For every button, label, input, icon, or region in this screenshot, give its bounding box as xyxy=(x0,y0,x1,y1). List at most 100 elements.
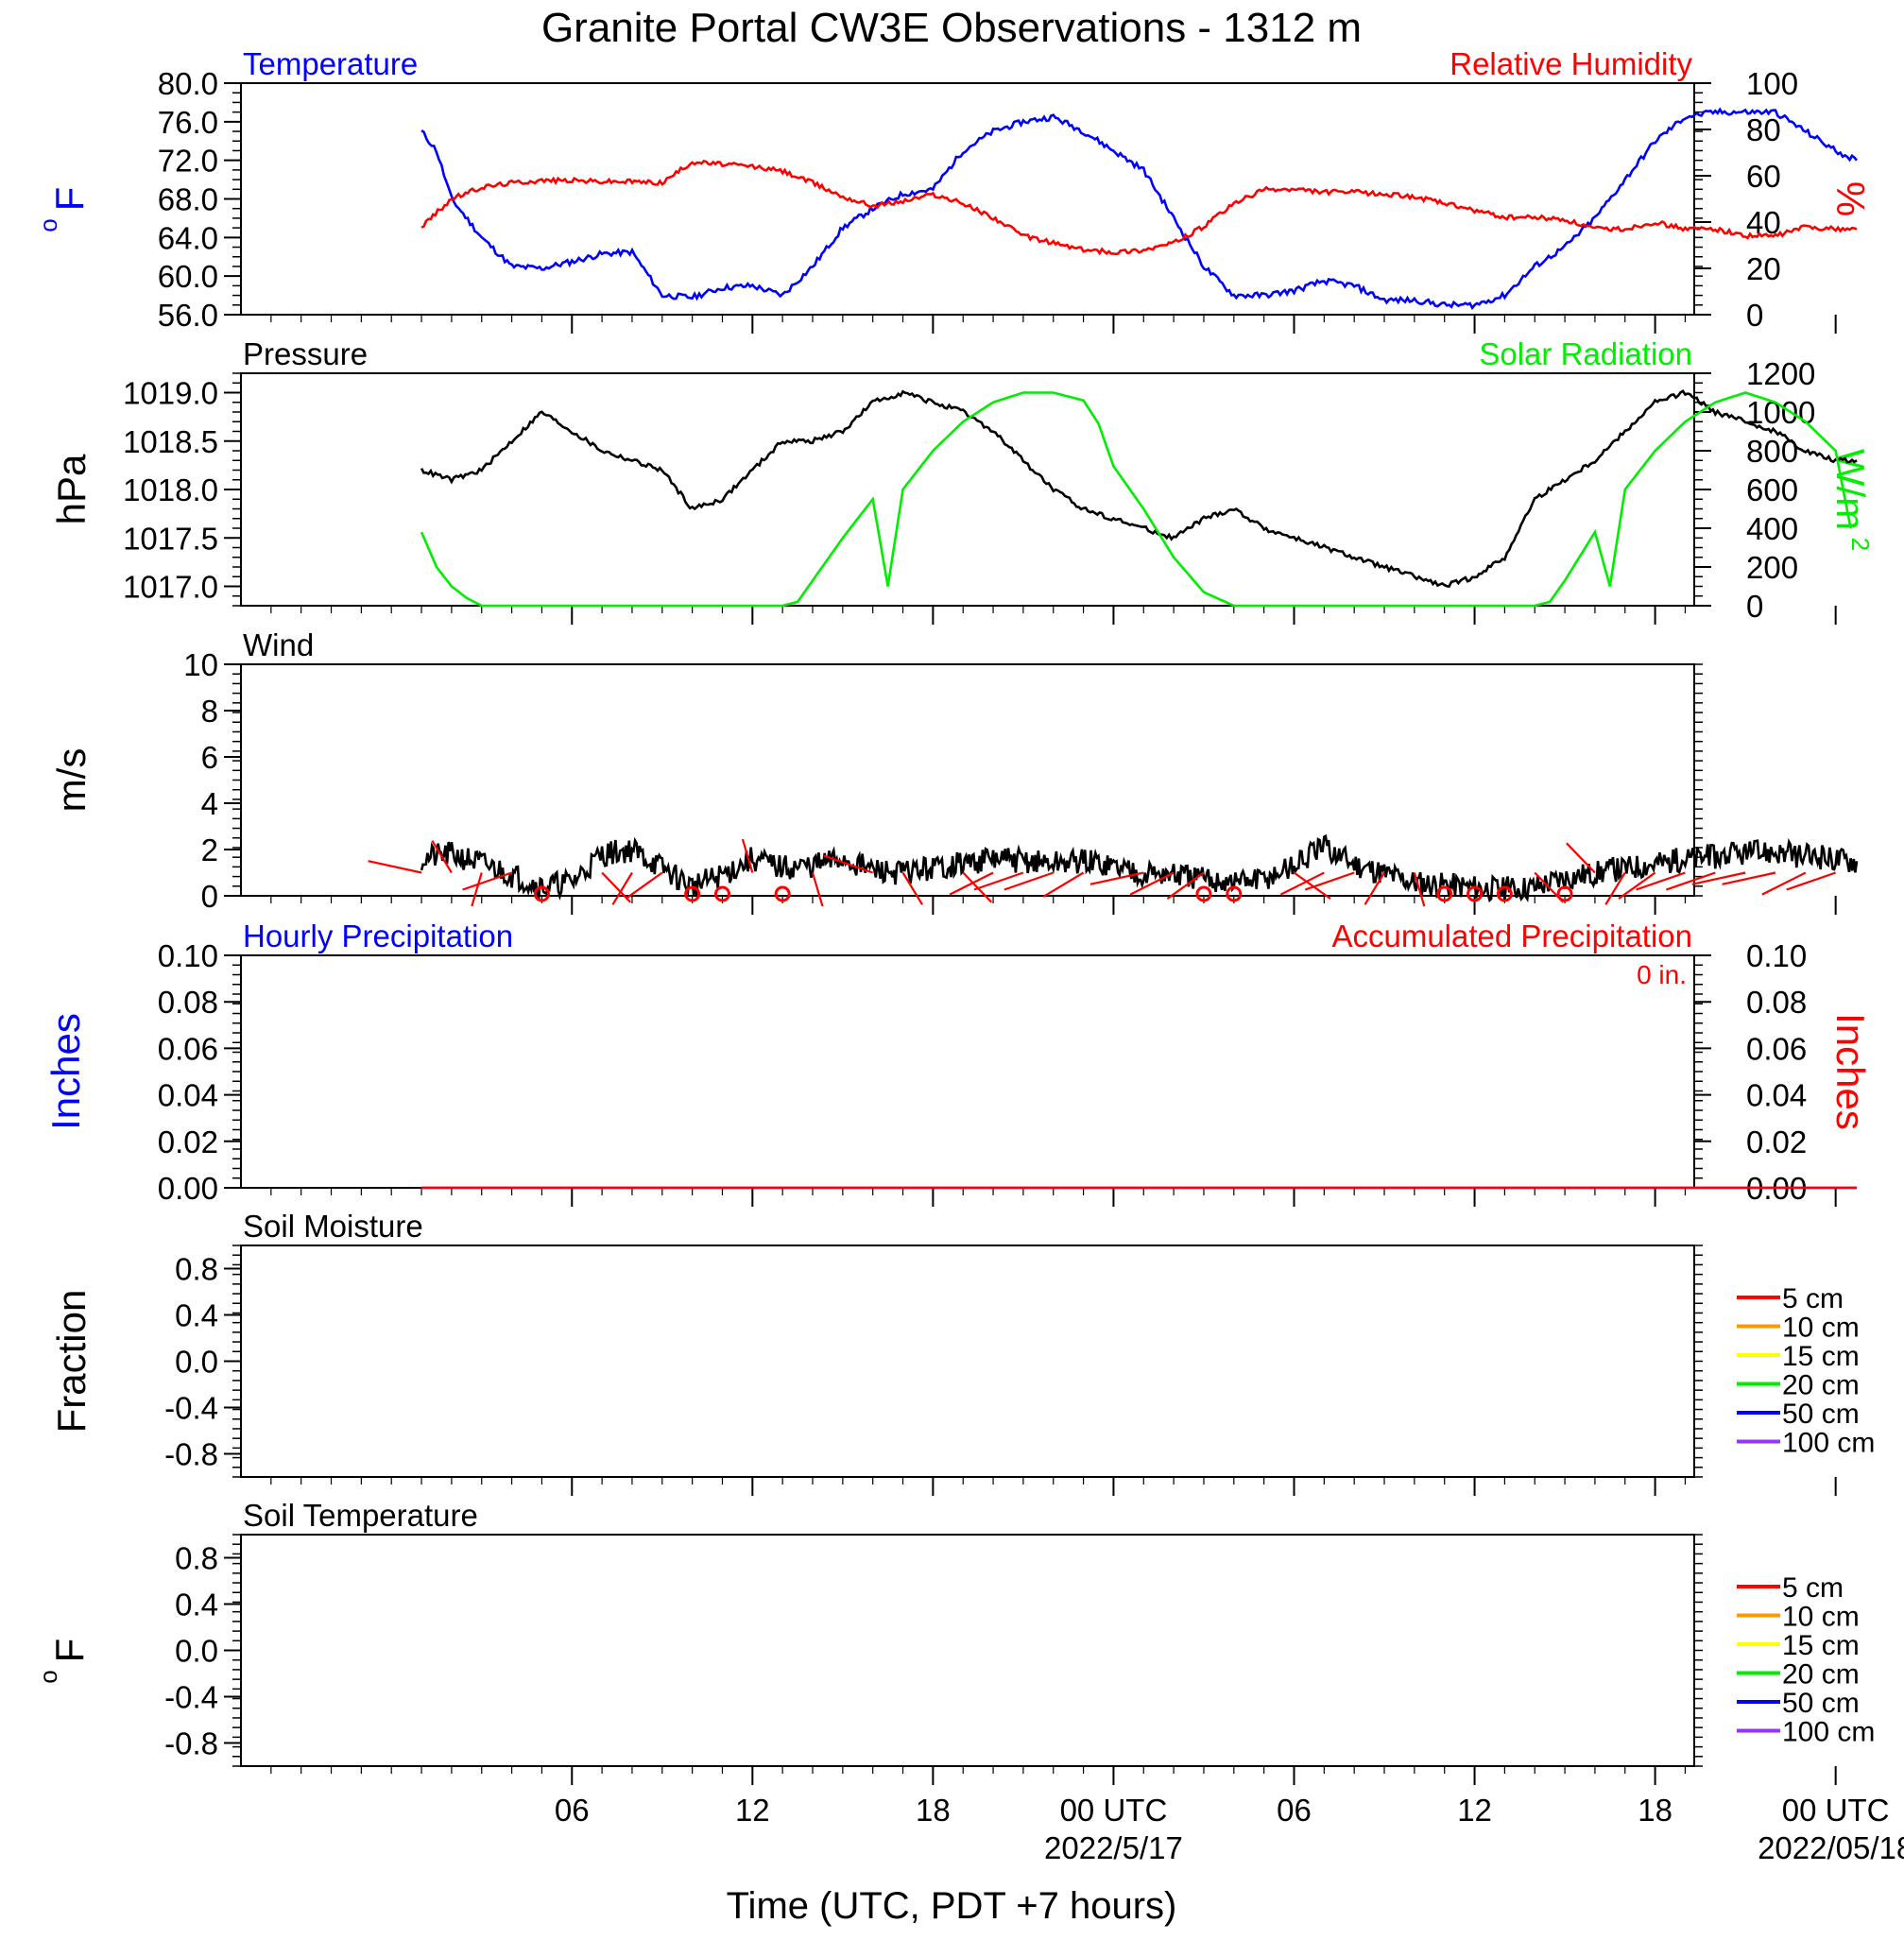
left-tick-label: 4 xyxy=(201,786,218,821)
wind-direction-barb xyxy=(1636,871,1686,891)
panel-pressure_solar: 1017.0 1017.5 1018.0 1018.5 1019.0 0 200 400 600… xyxy=(49,336,1875,625)
wind-direction-barb xyxy=(601,871,631,903)
calm-wind-marker xyxy=(1467,885,1484,902)
series-line-solar-radiation xyxy=(420,391,1852,608)
wind-direction-barb xyxy=(1413,872,1426,907)
wind-direction-barb xyxy=(962,871,993,903)
wind-direction-barb xyxy=(1691,871,1746,885)
left-tick-label: 2 xyxy=(201,833,218,867)
right-tick-label: 1000 xyxy=(1746,395,1815,430)
series-line-wind xyxy=(420,833,1859,903)
left-tick-label: 1018.5 xyxy=(123,424,218,459)
right-tick-label: 0.02 xyxy=(1746,1125,1807,1159)
wind-direction-barb xyxy=(949,871,994,896)
panel-title-left: Pressure xyxy=(243,336,368,371)
left-tick-label: 0.08 xyxy=(158,985,218,1020)
wind-direction-barb xyxy=(471,872,483,907)
right-axis-label: Inches xyxy=(1828,1013,1873,1130)
legend-label: 10 cm xyxy=(1782,1602,1860,1633)
right-tick-label: 800 xyxy=(1746,434,1798,469)
left-tick-label: 0.4 xyxy=(175,1588,218,1622)
right-tick-label: 0 xyxy=(1746,298,1763,333)
left-tick-label: 1017.0 xyxy=(123,570,218,605)
degree-symbol: o xyxy=(34,1670,62,1683)
x-axis-label: Time (UTC, PDT +7 hours) xyxy=(727,1885,1177,1927)
left-tick-label: 1019.0 xyxy=(123,376,218,411)
panel-title-left: Soil Moisture xyxy=(243,1209,423,1244)
panels: 56.060.064.068.072.076.080.0020406080100… xyxy=(34,46,1904,1865)
wind-direction-barb xyxy=(823,854,874,874)
time-tick-label: 18 xyxy=(1638,1793,1672,1828)
legend-label: 20 cm xyxy=(1782,1659,1860,1691)
left-tick-label: 76.0 xyxy=(158,105,218,140)
right-tick-label: 0.10 xyxy=(1746,938,1807,973)
wind-direction-barb xyxy=(431,840,453,874)
left-tick-label: 64.0 xyxy=(158,220,218,255)
panel-title-right: Relative Humidity xyxy=(1449,46,1692,81)
wind-direction-barb xyxy=(1279,871,1325,896)
wind-direction-barb xyxy=(625,871,663,900)
right-tick-label: 0.04 xyxy=(1746,1078,1807,1113)
left-tick-label: 8 xyxy=(201,694,218,729)
accumulated-total: 0 in. xyxy=(1637,960,1687,989)
left-tick-label: 56.0 xyxy=(158,298,218,333)
time-tick-label: 00 UTC xyxy=(1060,1793,1168,1828)
date-label: 2022/5/17 xyxy=(1044,1830,1183,1865)
wind-direction-barb xyxy=(973,871,1024,891)
wind-direction-barb xyxy=(368,860,422,874)
left-tick-label: -0.4 xyxy=(164,1391,218,1426)
calm-wind-marker xyxy=(1195,885,1212,902)
time-tick-label: 06 xyxy=(1277,1793,1312,1828)
legend-label: 15 cm xyxy=(1782,1341,1860,1372)
panel-precip: 0.000.020.040.060.080.100.000.020.040.06… xyxy=(43,918,1873,1207)
legend-label: 50 cm xyxy=(1782,1399,1860,1430)
left-tick-label: 0.06 xyxy=(158,1031,218,1066)
panel-title-left: Hourly Precipitation xyxy=(243,918,513,953)
time-tick-label: 12 xyxy=(1457,1793,1492,1828)
legend-label: 100 cm xyxy=(1782,1717,1875,1748)
legend-label: 5 cm xyxy=(1782,1283,1844,1314)
right-tick-label: 200 xyxy=(1746,550,1798,585)
legend-label: 50 cm xyxy=(1782,1688,1860,1719)
right-axis-label: % xyxy=(1828,181,1873,216)
calm-wind-marker xyxy=(1226,885,1243,902)
left-tick-label: -0.4 xyxy=(164,1680,218,1715)
left-tick-label: 80.0 xyxy=(158,66,218,101)
left-tick-label: 68.0 xyxy=(158,182,218,217)
wind-direction-barb xyxy=(901,871,923,905)
panel-title-right: Accumulated Precipitation xyxy=(1331,918,1692,953)
legend-label: 5 cm xyxy=(1782,1572,1844,1604)
panel-soil_moisture: -0.8 -0.4 0.0 0.4 0.8 Soil Moisture Fraction 5 … xyxy=(49,1209,1875,1496)
right-tick-label: 0 xyxy=(1746,589,1763,624)
wind-direction-barb xyxy=(1166,871,1205,900)
time-tick-label: 00 UTC xyxy=(1782,1793,1890,1828)
wind-direction-barb xyxy=(1566,842,1596,874)
left-tick-label: 72.0 xyxy=(158,144,218,179)
wind-direction-barb xyxy=(1722,871,1776,885)
legend-label: 15 cm xyxy=(1782,1630,1860,1661)
calm-wind-marker xyxy=(1496,885,1513,902)
left-axis-label: hPa xyxy=(49,454,94,524)
calm-wind-marker xyxy=(1436,885,1453,902)
wind-direction-barb xyxy=(1665,871,1716,891)
left-tick-label: 0.04 xyxy=(158,1078,218,1113)
degree-symbol: o xyxy=(34,218,62,232)
left-tick-label: 1017.5 xyxy=(123,521,218,556)
left-tick-label: 10 xyxy=(183,647,218,682)
right-tick-label: 80 xyxy=(1746,112,1781,147)
left-tick-label: 0.8 xyxy=(175,1252,218,1287)
panel-temp_rh: 56.060.064.068.072.076.080.0020406080100… xyxy=(34,46,1873,334)
left-tick-label: -0.8 xyxy=(164,1726,218,1761)
wind-direction-barb xyxy=(1761,871,1807,896)
time-tick-label: 18 xyxy=(916,1793,951,1828)
superscript-2: 2 xyxy=(1846,538,1875,551)
panel-wind: 0 2 4 6 8 10 Wind m/s xyxy=(49,627,1859,915)
calm-wind-marker xyxy=(713,885,730,902)
wind-direction-barb xyxy=(1129,871,1175,896)
left-tick-label: 0.4 xyxy=(175,1298,218,1333)
wind-direction-barb xyxy=(611,871,633,905)
legend-label: 10 cm xyxy=(1782,1313,1860,1344)
wind-direction-barb xyxy=(1618,871,1656,900)
legend-label: 20 cm xyxy=(1782,1370,1860,1401)
